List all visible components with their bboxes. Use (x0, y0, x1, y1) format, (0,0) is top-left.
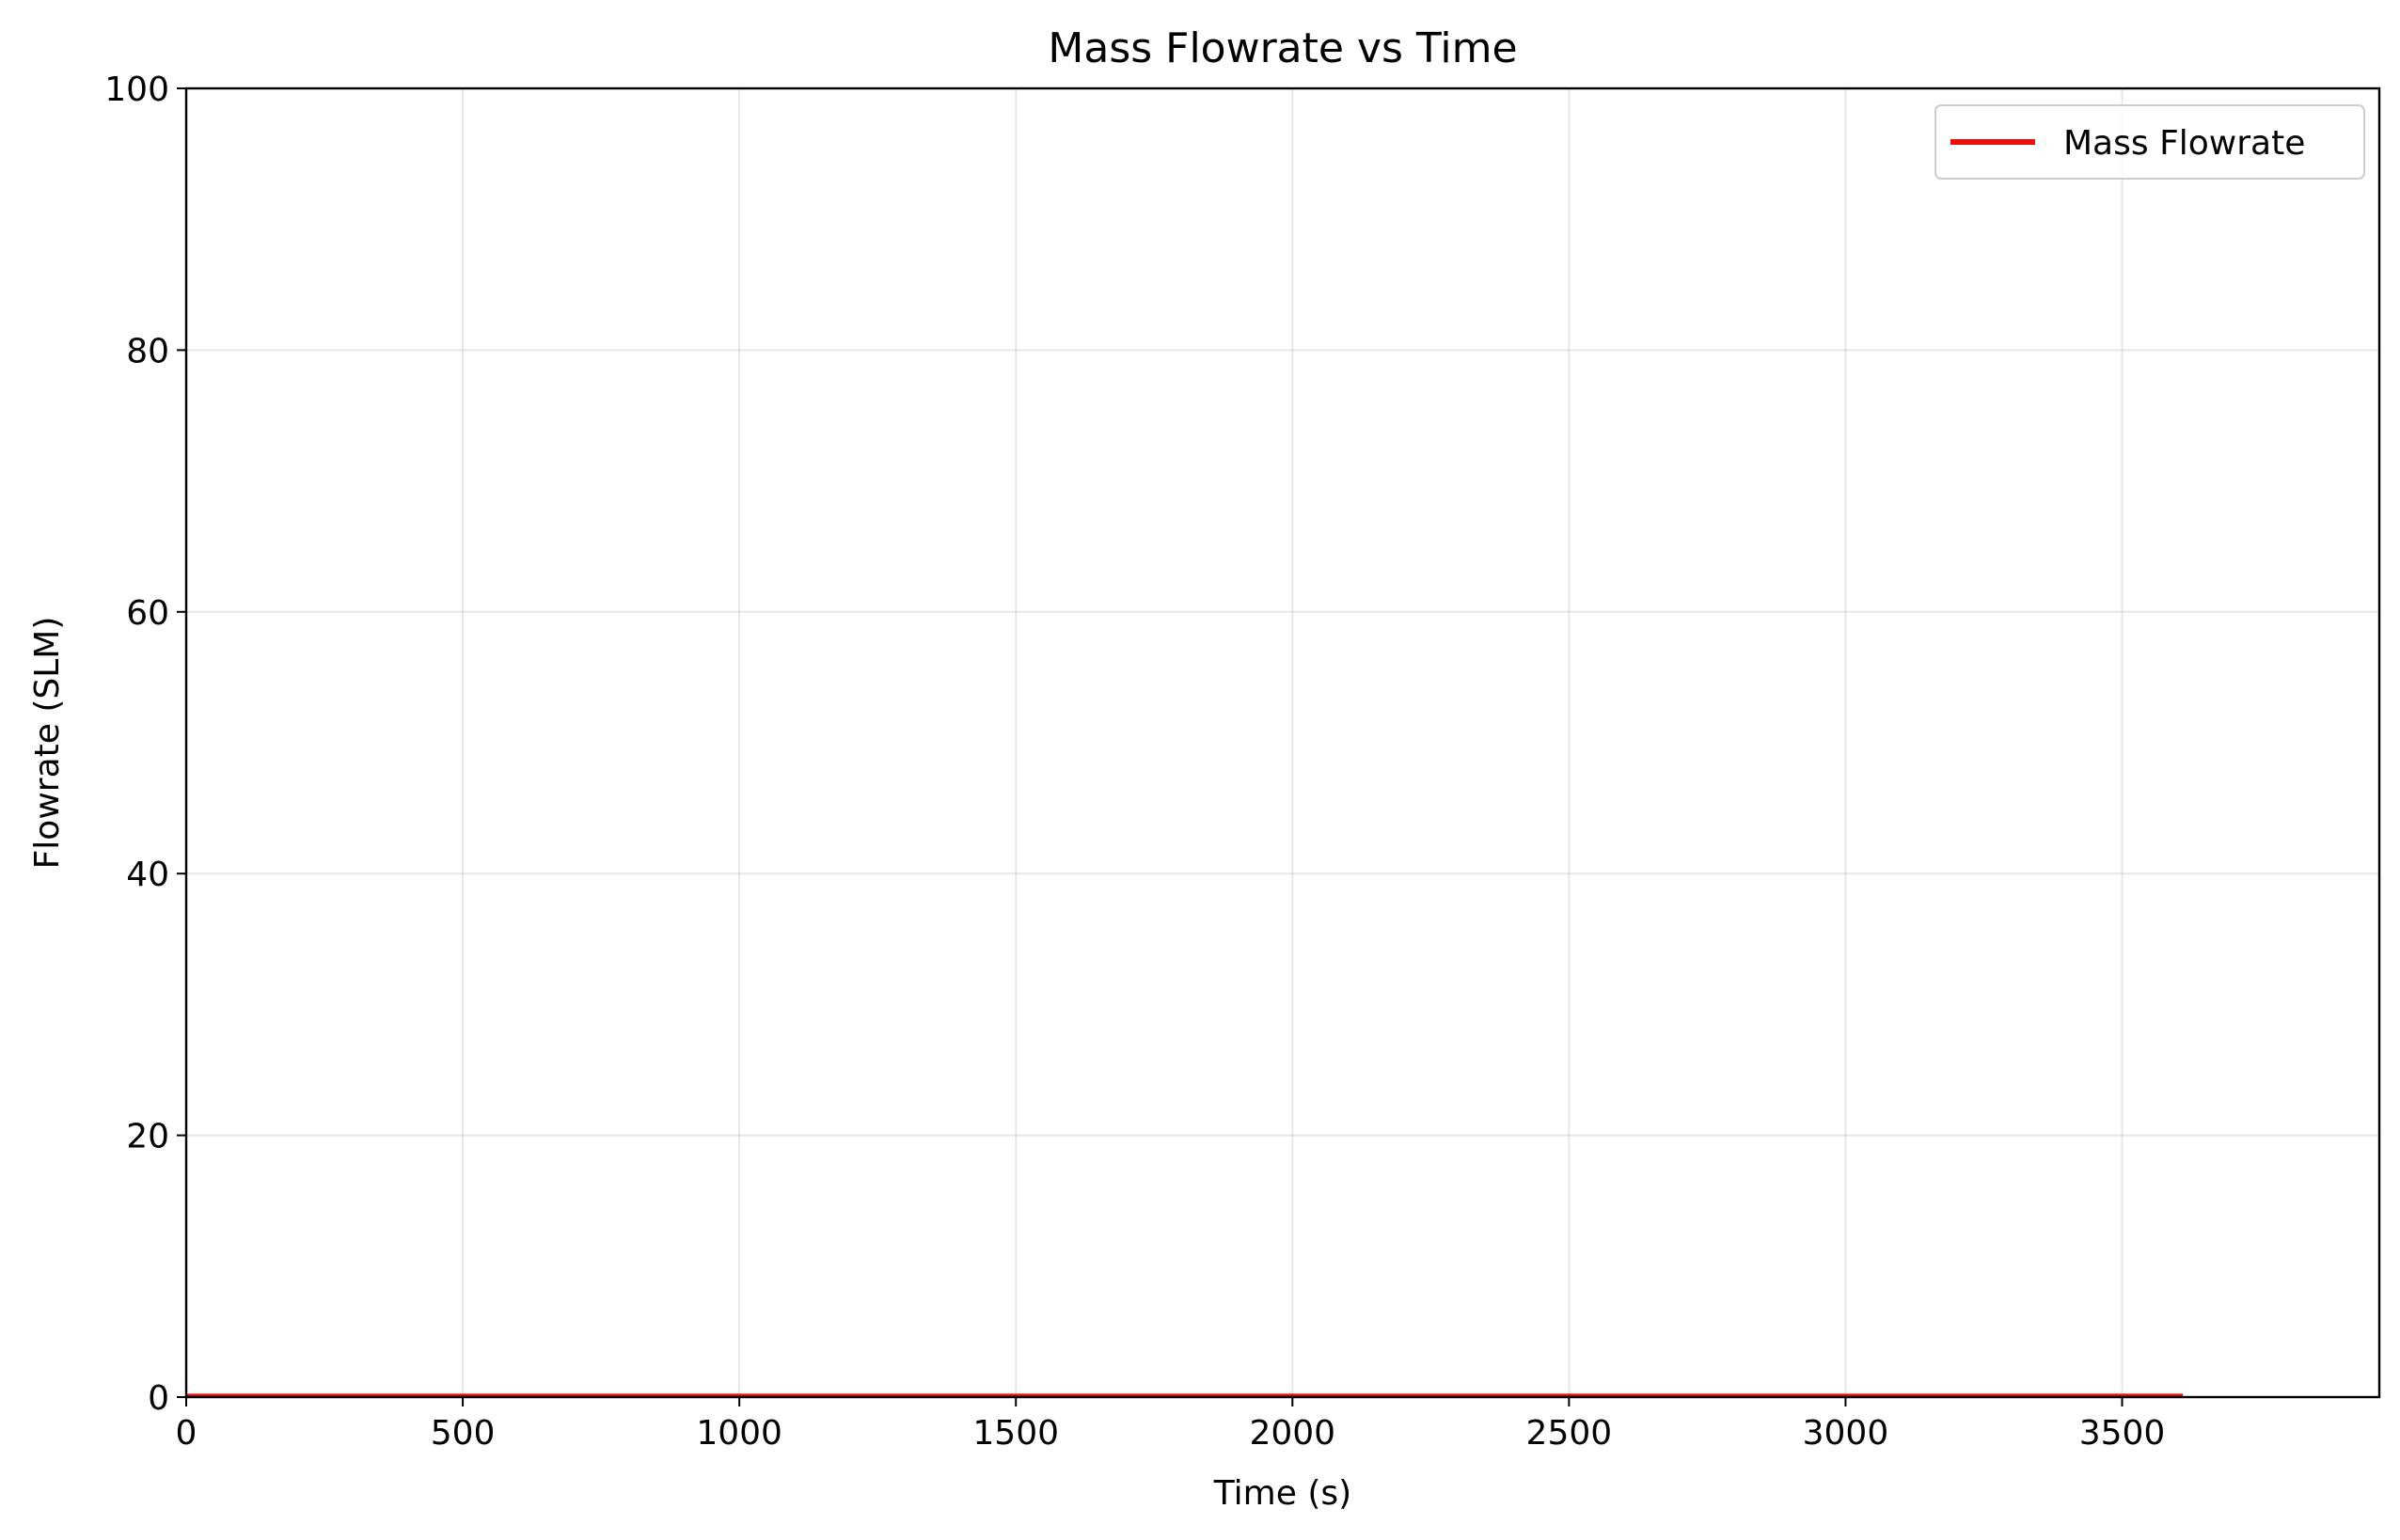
legend-label-mass-flowrate: Mass Flowrate (2063, 124, 2305, 163)
x-axis-label: Time (s) (1213, 1474, 1351, 1513)
legend: Mass Flowrate (1934, 104, 2365, 180)
legend-box (1934, 104, 2365, 180)
x-tick-label: 3000 (1803, 1414, 1889, 1453)
x-tick-label: 0 (176, 1414, 197, 1453)
chart-title: Mass Flowrate vs Time (1048, 24, 1517, 72)
tick-layer: 0 500 1000 1500 2000 2500 3000 3500 0 20 40 60 80 100 (104, 71, 2165, 1453)
y-tick-label: 20 (126, 1118, 169, 1156)
y-axis-label: Flowrate (SLM) (28, 617, 67, 870)
y-tick-label: 80 (126, 332, 169, 370)
y-tick-label: 100 (104, 71, 169, 109)
grid-layer (185, 88, 2379, 1397)
y-tick-label: 60 (126, 594, 169, 633)
y-tick-label: 0 (148, 1379, 169, 1418)
x-tick-label: 500 (431, 1414, 496, 1453)
y-tick-label: 40 (126, 856, 169, 894)
x-tick-label: 3500 (2079, 1414, 2166, 1453)
x-tick-label: 2000 (1249, 1414, 1335, 1453)
x-tick-label: 1500 (972, 1414, 1059, 1453)
x-tick-label: 2500 (1526, 1414, 1613, 1453)
plot-frame (184, 86, 2381, 1399)
x-tick-label: 1000 (696, 1414, 782, 1453)
